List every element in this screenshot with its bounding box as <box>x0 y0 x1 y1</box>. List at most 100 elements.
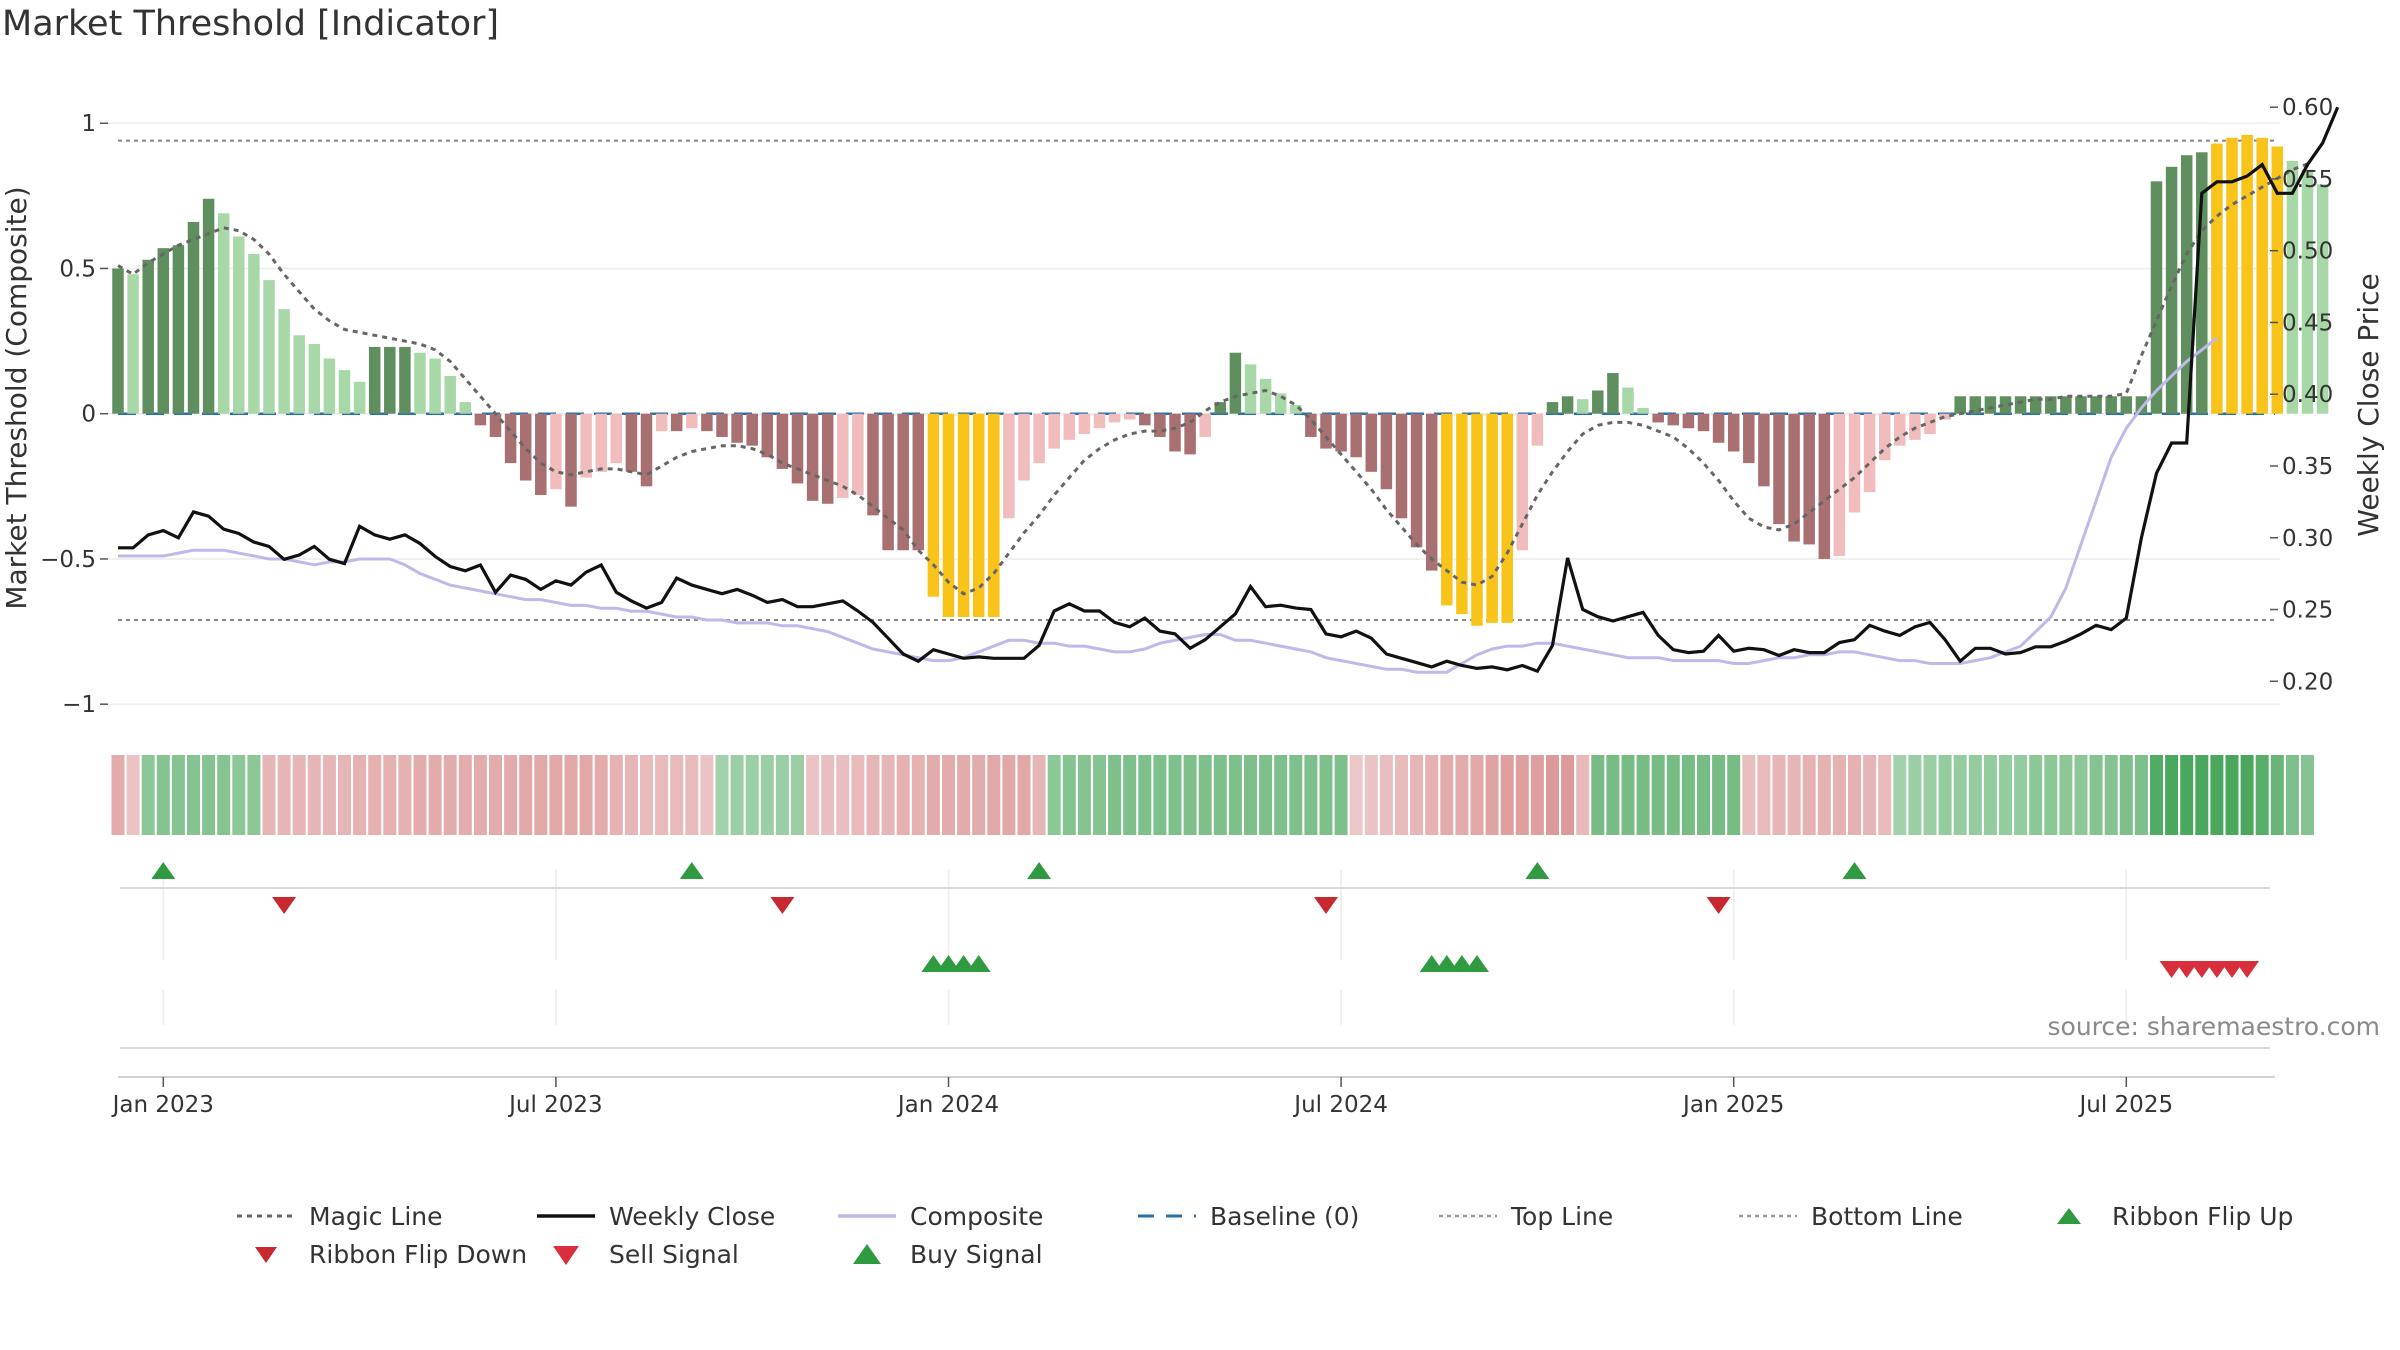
ribbon-cell <box>1168 755 1182 835</box>
composite-bar <box>1697 413 1710 432</box>
y2-tick-label: 0.55 <box>2282 167 2333 193</box>
composite-bar <box>897 413 909 551</box>
composite-bar <box>1773 413 1785 525</box>
buy-signal-marker <box>921 955 946 972</box>
composite-bar <box>580 413 592 478</box>
ribbon-cell <box>458 755 472 835</box>
ribbon-cell <box>1183 755 1197 835</box>
y-tick-label: 0.5 <box>59 256 96 282</box>
composite-bar <box>1290 405 1302 414</box>
y-axis-label: Market Threshold (Composite) <box>0 186 33 609</box>
ribbon-cell <box>2285 755 2299 835</box>
ribbon-cell <box>791 755 804 835</box>
composite-bar <box>1984 396 1997 414</box>
legend-label: Composite <box>910 1201 1044 1231</box>
ribbon-cell <box>489 755 502 835</box>
composite-bar <box>293 335 305 414</box>
composite-bar <box>746 413 758 446</box>
composite-bar <box>1758 413 1770 487</box>
composite-bar <box>595 413 607 472</box>
composite-bar <box>1637 407 1649 414</box>
legend-item-buy: Buy Signal <box>836 1236 1043 1272</box>
legend-label: Buy Signal <box>910 1239 1043 1269</box>
ribbon-cell <box>1546 755 1559 835</box>
legend-item-magic: Magic Line <box>235 1198 443 1234</box>
ribbon-cell <box>1938 755 1952 835</box>
ribbon-cell <box>866 755 880 835</box>
ribbon-cell <box>1244 755 1257 835</box>
composite-bar <box>414 352 426 414</box>
composite-bar <box>716 413 728 437</box>
ribbon-cell <box>1395 755 1408 835</box>
composite-bar <box>1954 396 1966 414</box>
ribbon-cell <box>942 755 955 835</box>
ribbon-cell <box>1123 755 1137 835</box>
legend-label: Baseline (0) <box>1210 1201 1360 1231</box>
ribbon-cell <box>1289 755 1303 835</box>
ribbon-cell <box>2240 755 2254 835</box>
composite-bar <box>1108 413 1121 423</box>
ribbon-cell <box>2225 755 2239 835</box>
triangle-up-icon <box>2038 1198 2100 1234</box>
composite-bar <box>1259 378 1272 414</box>
ribbon-cell <box>1666 755 1680 835</box>
composite-bar <box>2196 152 2208 414</box>
composite-bar <box>263 280 275 414</box>
ribbon-cell <box>217 755 231 835</box>
composite-bar <box>776 413 789 469</box>
ribbon-cell <box>1651 755 1665 835</box>
composite-bar <box>1139 413 1151 426</box>
ribbon-flip-down-marker <box>770 897 795 914</box>
ribbon-cell <box>2210 755 2224 835</box>
reference-lines <box>118 139 2275 621</box>
composite-bar <box>2090 396 2102 414</box>
ribbon-cell <box>1364 755 1378 835</box>
ribbon-cell <box>851 755 865 835</box>
composite-bar <box>1622 387 1634 414</box>
ribbon-cell <box>2270 755 2284 835</box>
ribbon-cell <box>2074 755 2088 835</box>
composite-bar <box>1486 413 1498 623</box>
ribbon-flip-up-marker <box>679 862 704 879</box>
x-tick-label: Jan 2024 <box>896 1092 999 1118</box>
composite-bar <box>172 245 185 414</box>
ribbon-cell <box>715 755 729 835</box>
composite-bar <box>1093 413 1106 429</box>
composite-bar <box>1380 413 1393 490</box>
triangle-down-icon <box>235 1236 297 1272</box>
ribbon-cell <box>609 755 623 835</box>
composite-bar <box>429 358 441 414</box>
composite-bar <box>1969 396 1982 414</box>
composite-bar <box>1592 390 1604 414</box>
ribbon-cell <box>398 755 412 835</box>
ribbon-cell <box>1470 755 1484 835</box>
legend-label: Magic Line <box>309 1201 443 1231</box>
ribbon-cell <box>972 755 986 835</box>
composite-bar <box>1456 413 1468 615</box>
ribbon-cell <box>413 755 427 835</box>
ribbon-cell <box>1591 755 1605 835</box>
composite-bar <box>1214 402 1227 414</box>
ribbon-cell <box>1817 755 1831 835</box>
triangle-up-icon <box>836 1236 898 1272</box>
ribbon-cell <box>1561 755 1575 835</box>
ribbon-cell <box>1485 755 1499 835</box>
series-lines <box>117 106 2340 674</box>
x-tick-label: Jul 2023 <box>507 1092 603 1118</box>
composite-bar <box>1169 413 1181 452</box>
composite-bar <box>1561 396 1574 414</box>
legend-label: Ribbon Flip Down <box>309 1239 528 1269</box>
ribbon-cell <box>1379 755 1393 835</box>
composite-bar <box>202 198 215 414</box>
composite-bar <box>1123 413 1136 420</box>
ribbon-cell <box>1274 755 1288 835</box>
composite-bar <box>2150 181 2163 414</box>
ribbon-cell <box>1832 755 1846 835</box>
ribbon-cell <box>383 755 397 835</box>
ribbon-cell <box>1259 755 1273 835</box>
legend-item-flipdown: Ribbon Flip Down <box>235 1236 527 1272</box>
ribbon-cell <box>806 755 820 835</box>
ribbon-cell <box>1304 755 1318 835</box>
ribbon-cell <box>1093 755 1106 835</box>
composite-bar <box>1818 413 1831 559</box>
